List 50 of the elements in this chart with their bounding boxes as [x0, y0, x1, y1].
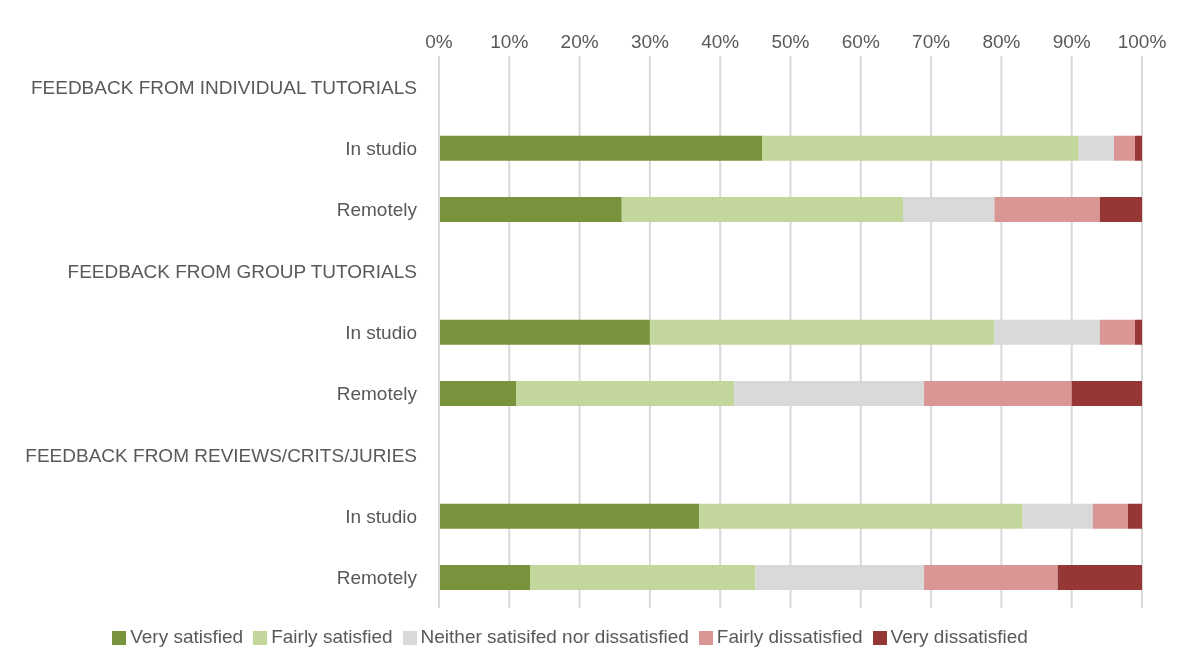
bar [1134, 135, 1142, 161]
x-tick-label: 20% [560, 31, 599, 52]
x-tick-label: 30% [630, 31, 670, 52]
x-tick-label: 70% [912, 31, 951, 52]
x-tick-label: 80% [982, 31, 1021, 52]
bar [1099, 319, 1135, 345]
bar [762, 135, 1079, 161]
bar [699, 503, 1023, 529]
legend-label: Very dissatisfied [890, 626, 1028, 647]
bar [1092, 503, 1128, 529]
bar [924, 381, 1072, 407]
y-tick-label: In studio [345, 138, 417, 159]
bar [994, 197, 1100, 223]
bar [439, 503, 700, 529]
y-tick-label: In studio [345, 506, 417, 527]
x-tick-label: 50% [771, 31, 810, 52]
bar [1071, 381, 1142, 407]
bar [1099, 197, 1142, 223]
y-tick-label: Remotely [336, 383, 418, 405]
bar [1127, 503, 1142, 529]
legend-label: Neither satisifed nor dissatisfied [420, 626, 689, 647]
bar [649, 319, 995, 345]
bar [516, 381, 735, 407]
bar [439, 197, 622, 223]
bar [1113, 135, 1135, 161]
y-tick-label: Remotely [336, 199, 418, 221]
x-tick-label: 0% [425, 31, 453, 52]
bar [924, 565, 1058, 591]
y-tick-label: In studio [345, 322, 417, 343]
legend-label: Very satisfied [130, 626, 244, 647]
x-tick-label: 90% [1052, 31, 1091, 52]
bar [439, 319, 650, 345]
x-tick-label: 60% [841, 31, 880, 52]
x-tick-label: 100% [1117, 31, 1167, 52]
bar [1134, 319, 1142, 345]
legend-label: Fairly dissatisfied [716, 626, 863, 647]
x-tick-label: 40% [701, 31, 740, 52]
legend-label: Fairly satisfied [271, 626, 393, 647]
y-tick-label: Remotely [336, 567, 418, 589]
bar [621, 197, 903, 223]
y-tick-label: FEEDBACK FROM REVIEWS/CRITS/JURIES [25, 444, 417, 466]
bar [439, 135, 763, 161]
x-tick-label: 10% [490, 31, 529, 52]
bar [439, 565, 531, 591]
y-tick-label: FEEDBACK FROM GROUP TUTORIALS [67, 260, 417, 282]
bar [530, 565, 756, 591]
bar [439, 381, 517, 407]
bar [1078, 135, 1114, 161]
bar [1057, 565, 1142, 591]
y-tick-label: FEEDBACK FROM INDIVIDUAL TUTORIALS [30, 76, 417, 98]
